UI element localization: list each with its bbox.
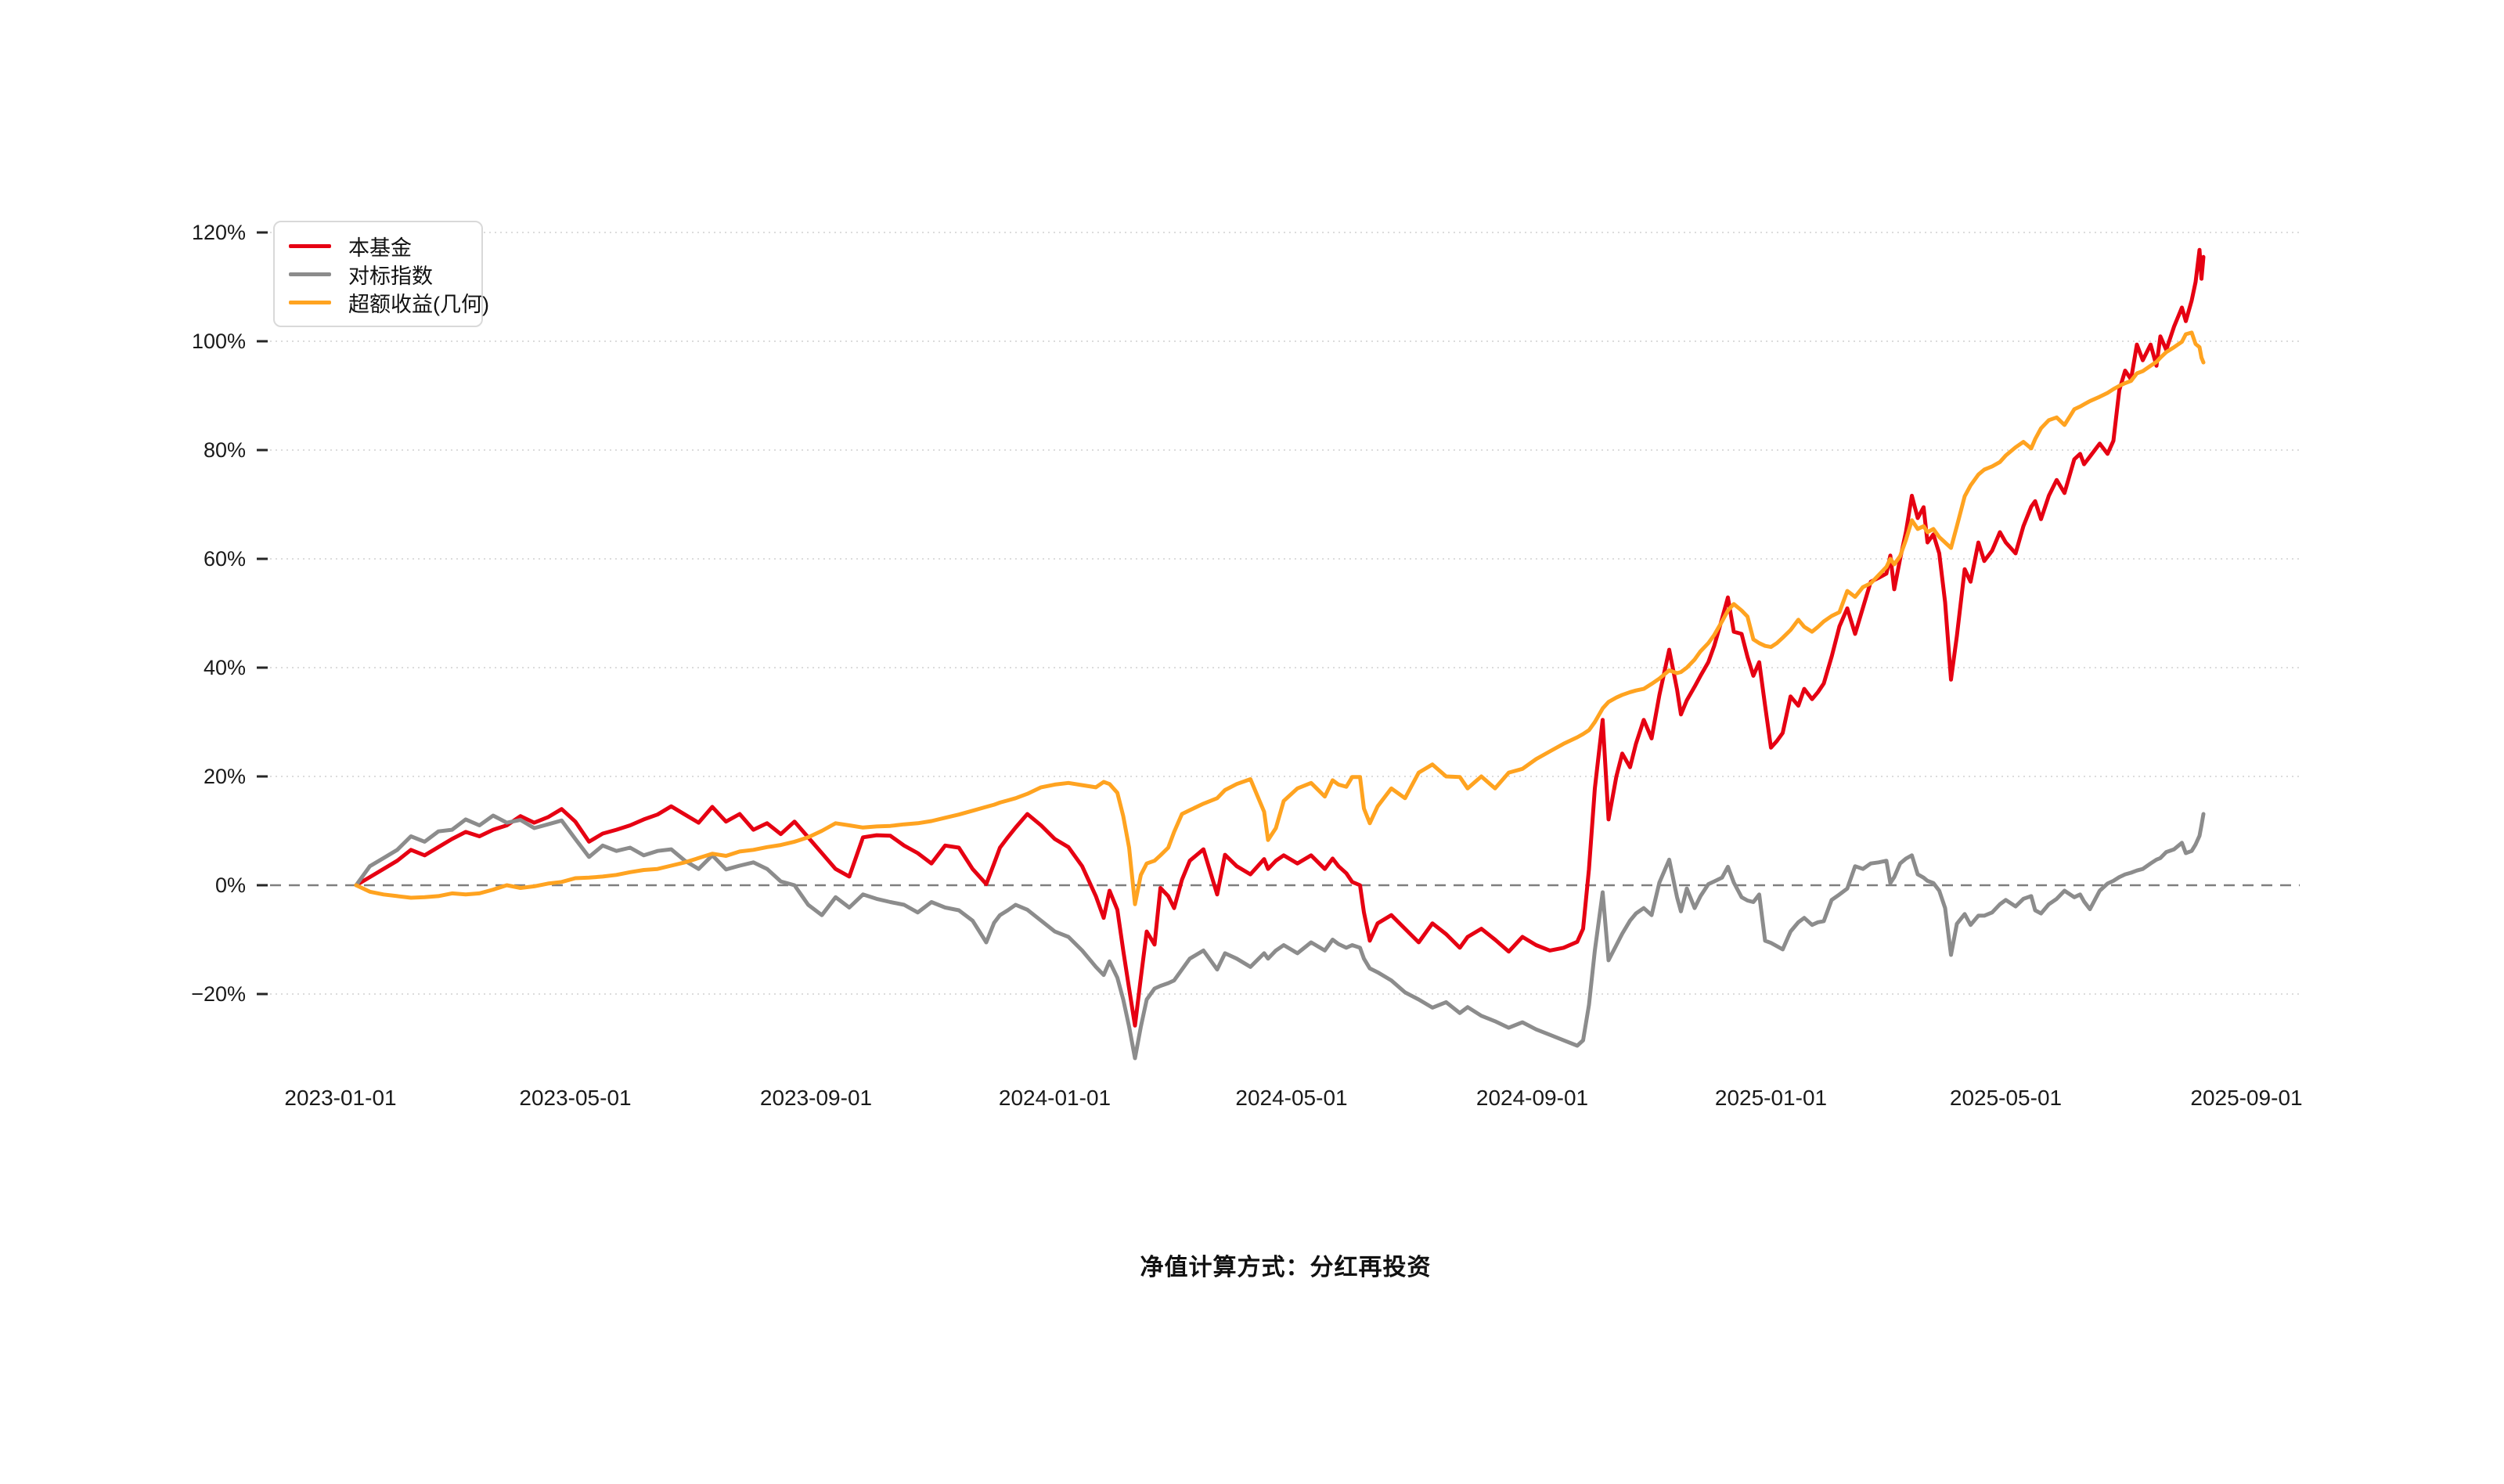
x-tick-label: 2024-01-01 (999, 1086, 1111, 1110)
y-tick-label: 60% (204, 547, 246, 571)
legend-item-excess: 超额收益(几何) (289, 288, 489, 316)
chart-caption: 净值计算方式：分红再投资 (1140, 1255, 1432, 1280)
x-tick-label: 2023-05-01 (519, 1086, 631, 1110)
legend-item-benchmark: 对标指数 (289, 260, 467, 288)
x-tick-label: 2023-01-01 (284, 1086, 396, 1110)
legend-swatch-benchmark (289, 272, 331, 276)
legend: 本基金对标指数超额收益(几何) (273, 221, 489, 327)
legend-item-fund: 本基金 (289, 232, 467, 260)
legend-label-excess: 超额收益(几何) (348, 292, 489, 316)
y-tick-label: 0% (215, 873, 246, 897)
series-line-fund (354, 247, 2206, 1028)
y-tick-label: 100% (192, 330, 246, 353)
legend-label-benchmark: 对标指数 (348, 264, 433, 288)
series-line-benchmark (354, 812, 2206, 1061)
y-tick-label: −20% (191, 982, 246, 1006)
x-tick-label: 2024-09-01 (1476, 1086, 1588, 1110)
x-tick-label: 2025-09-01 (2190, 1086, 2302, 1110)
x-tick-label: 2024-05-01 (1235, 1086, 1347, 1110)
legend-swatch-excess (289, 300, 331, 304)
x-tick-label: 2025-01-01 (1715, 1086, 1827, 1110)
y-tick-label: 20% (204, 765, 246, 788)
legend-label-fund: 本基金 (348, 236, 412, 260)
y-tick-label: 40% (204, 656, 246, 679)
y-tick-label: 120% (192, 221, 246, 244)
x-tick-label: 2025-05-01 (1950, 1086, 2062, 1110)
x-tick-label: 2023-09-01 (760, 1086, 872, 1110)
y-tick-label: 80% (204, 438, 246, 462)
series-line-excess (354, 330, 2206, 906)
legend-swatch-fund (289, 243, 331, 248)
